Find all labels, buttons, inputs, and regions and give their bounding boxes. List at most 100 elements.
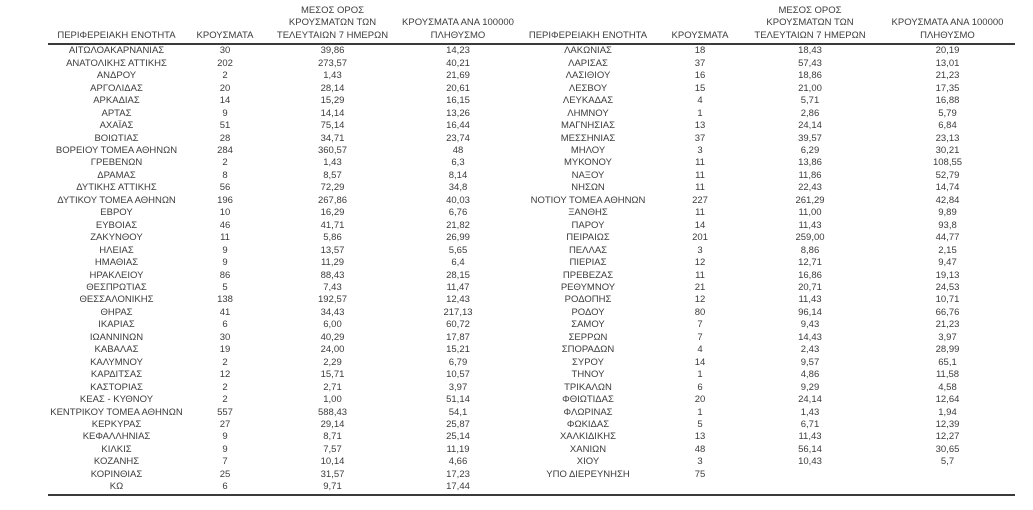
table-row: ΗΜΑΘΙΑΣ 9 11,29 6,4 ΠΙΕΡΙΑΣ 12 12,71 9,47 (48, 257, 1015, 269)
avg7-cell: 24,14 (798, 394, 822, 406)
region-cell: ΑΙΤΩΛΟΑΚΑΡΝΑΝΙΑΣ (68, 45, 165, 57)
avg7-cell: 10,43 (798, 456, 822, 468)
region-cell: ΠΕΛΛΑΣ (568, 244, 608, 256)
region-cell: ΚΕΡΚΥΡΑΣ (91, 418, 142, 430)
cases-cell: 51 (219, 120, 231, 132)
region-cell: ΤΡΙΚΑΛΩΝ (564, 381, 612, 393)
header-text: ΠΛΗΘΥΣΜΟ (920, 29, 975, 41)
avg7-cell: 13,86 (798, 157, 822, 169)
avg7-cell: 2,43 (800, 344, 820, 356)
cases-cell: 9 (222, 107, 228, 119)
avg7-cell: 1,43 (323, 70, 342, 82)
avg7-cell: 96,14 (798, 306, 822, 318)
avg7-cell: 9,57 (800, 356, 820, 368)
avg7-cell: 11,00 (798, 207, 822, 219)
avg7-cell: 34,71 (320, 132, 345, 144)
per100k-cell: 12,43 (446, 294, 470, 306)
region-cell: ΣΥΡΟΥ (572, 356, 604, 368)
cases-cell: 6 (185, 481, 265, 496)
per100k-cell: 28,99 (935, 344, 960, 356)
cases-cell: 5 (222, 281, 228, 293)
header-text: ΚΡΟΥΣΜΑΤΩΝ ΤΩΝ (288, 17, 377, 29)
per100k-cell: 25,87 (446, 418, 470, 430)
cases-cell: 7 (222, 456, 228, 468)
avg7-cell: 1,43 (800, 406, 820, 418)
per100k-cell (880, 481, 1015, 496)
region-cell: ΙΚΑΡΙΑΣ (98, 319, 135, 331)
cases-cell: 12 (694, 294, 706, 306)
avg7-cell: 16,86 (798, 269, 822, 281)
avg7-cell: 9,71 (265, 481, 400, 496)
avg7-cell: 267,86 (317, 194, 348, 206)
table-row: ΚΟΖΑΝΗΣ 7 10,14 4,66 ΧΙΟΥ 3 10,43 5,7 (48, 456, 1015, 468)
per100k-cell: 217,13 (443, 306, 473, 318)
cases-cell: 9 (222, 431, 228, 443)
region-cell: ΔΥΤΙΚΟΥ ΤΟΜΕΑ ΑΘΗΝΩΝ (57, 194, 176, 206)
cases-cell: 3 (697, 456, 703, 468)
table-row: ΔΥΤΙΚΟΥ ΤΟΜΕΑ ΑΘΗΝΩΝ 196 267,86 40,03 ΝΟΤΙΟΥ… (48, 195, 1015, 207)
avg7-cell: 56,14 (798, 443, 822, 455)
table-row: ΑΧΑΪΑΣ 51 75,14 16,44 ΜΑΓΝΗΣΙΑΣ 13 24,14 6,84 (48, 120, 1015, 132)
per100k-cell: 20,19 (935, 45, 960, 57)
avg7-cell: 22,43 (798, 182, 822, 194)
per100k-cell: 19,13 (935, 269, 960, 281)
avg7-cell: 24,14 (798, 120, 822, 132)
per100k-cell: 16,44 (446, 120, 470, 132)
avg7-cell: 41,71 (320, 219, 345, 231)
region-cell: ΜΗΛΟΥ (570, 144, 606, 156)
per100k-cell: 6,84 (938, 120, 957, 132)
cases-cell: 86 (219, 269, 231, 281)
avg7-cell: 72,29 (320, 182, 345, 194)
per100k-cell: 6,3 (451, 157, 465, 169)
per100k-cell: 48 (452, 144, 464, 156)
avg7-cell: 360,57 (317, 144, 348, 156)
per100k-cell: 21,82 (446, 219, 470, 231)
region-cell: ΚΕΑΣ - ΚΥΘΝΟΥ (79, 394, 154, 406)
header-text: ΚΡΟΥΣΜΑΤΩΝ ΤΩΝ (766, 17, 854, 29)
region-cell: ΘΕΣΣΑΛΟΝΙΚΗΣ (79, 294, 154, 306)
cases-cell: 30 (219, 45, 231, 57)
cases-cell: 12 (219, 369, 231, 381)
header-text: ΠΕΡΙΦΕΡΕΙΑΚΗ ΕΝΟΤΗΤΑ (57, 29, 176, 41)
avg7-cell: 1,00 (323, 394, 342, 406)
cases-cell: 4 (697, 344, 703, 356)
region-cell: ΧΑΛΚΙΔΙΚΗΣ (559, 431, 617, 443)
per100k-cell: 52,79 (935, 169, 960, 181)
header-region-left: ΠΕΡΙΦΕΡΕΙΑΚΗ ΕΝΟΤΗΤΑ (48, 5, 185, 46)
avg7-cell: 11,86 (798, 169, 822, 181)
per100k-cell: 34,8 (448, 182, 468, 194)
avg7-cell: 6,00 (323, 319, 342, 331)
region-cell (516, 481, 660, 496)
region-cell: ΧΑΝΙΩΝ (569, 443, 607, 455)
cases-cell: 12 (694, 257, 706, 269)
avg7-cell: 259,00 (795, 232, 825, 244)
region-cell: ΖΑΚΥΝΘΟΥ (90, 232, 143, 244)
avg7-cell: 31,57 (320, 468, 345, 480)
cases-cell: 14 (694, 219, 706, 231)
cases-cell: 6 (697, 381, 703, 393)
cases-cell: 6 (222, 319, 228, 331)
table-row: ΔΡΑΜΑΣ 8 8,57 8,14 ΝΑΞΟΥ 11 11,86 52,79 (48, 170, 1015, 182)
region-cell: ΑΡΓΟΛΙΔΑΣ (90, 82, 143, 94)
region-cell: ΓΡΕΒΕΝΩΝ (90, 157, 143, 169)
cases-cell: 7 (697, 331, 703, 343)
region-cell: ΚΑΣΤΟΡΙΑΣ (90, 381, 143, 393)
header-text: ΠΛΗΘΥΣΜΟ (430, 29, 486, 41)
table-row: ΚΕΑΣ - ΚΥΘΝΟΥ 2 1,00 51,14 ΦΘΙΩΤΙΔΑΣ 20 24,14 1… (48, 394, 1015, 406)
avg7-cell: 2,86 (800, 107, 820, 119)
region-cell: ΡΟΔΟΠΗΣ (564, 294, 612, 306)
avg7-cell: 11,43 (798, 294, 822, 306)
table-row: ΘΗΡΑΣ 41 34,43 217,13 ΡΟΔΟΥ 80 96,14 66,76 (48, 307, 1015, 319)
cases-cell: 3 (697, 244, 703, 256)
cases-cell: 1 (697, 406, 703, 418)
cases-cell: 1 (697, 107, 703, 119)
region-cell: ΘΗΡΑΣ (100, 306, 133, 318)
table-row: ΗΡΑΚΛΕΙΟΥ 86 88,43 28,15 ΠΡΕΒΕΖΑΣ 11 16,86 19,1… (48, 270, 1015, 282)
region-cell: ΛΕΣΒΟΥ (568, 82, 608, 94)
per100k-cell: 11,19 (446, 443, 470, 455)
table-row: ΚΙΛΚΙΣ 9 7,57 11,19 ΧΑΝΙΩΝ 48 56,14 30,65 (48, 444, 1015, 456)
avg7-cell: 11,29 (320, 257, 345, 269)
cases-cell: 2 (222, 70, 228, 82)
table-row: ΚΕΦΑΛΛΗΝΙΑΣ 9 8,71 25,14 ΧΑΛΚΙΔΙΚΗΣ 13 11,43 12… (48, 431, 1015, 443)
per100k-cell: 4,58 (938, 381, 957, 393)
